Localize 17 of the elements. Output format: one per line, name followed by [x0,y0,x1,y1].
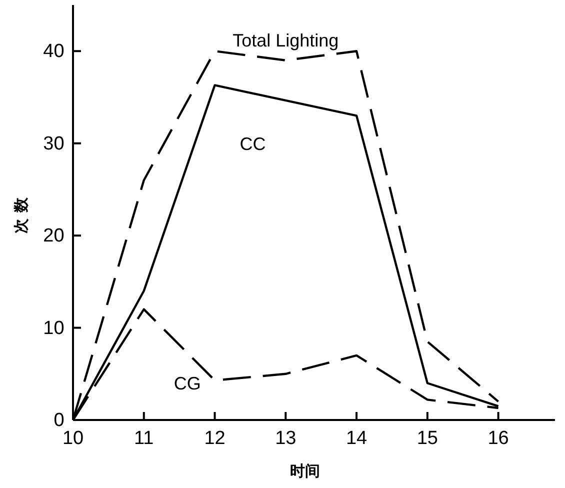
series-label: CG [174,373,201,394]
x-tick-label: 16 [488,428,509,449]
y-tick-label: 0 [54,410,64,432]
x-tick-label: 10 [62,428,84,449]
y-axis-title: 次数 [13,192,30,234]
text: CC [240,134,266,154]
series-label: Total Lighting [232,30,339,50]
y-tick-label: 30 [43,133,64,154]
y-tick-label: 10 [43,318,64,339]
x-tick-label: 13 [275,428,296,449]
x-axis-title: 时间 [290,463,320,480]
y-tick-label: 40 [43,41,64,62]
x-tick-label: 12 [204,428,226,449]
x-tick-label: 15 [416,428,438,449]
y-tick-label: 20 [43,226,64,247]
x-tick-label: 11 [134,428,154,449]
x-tick-label: 14 [346,428,368,449]
